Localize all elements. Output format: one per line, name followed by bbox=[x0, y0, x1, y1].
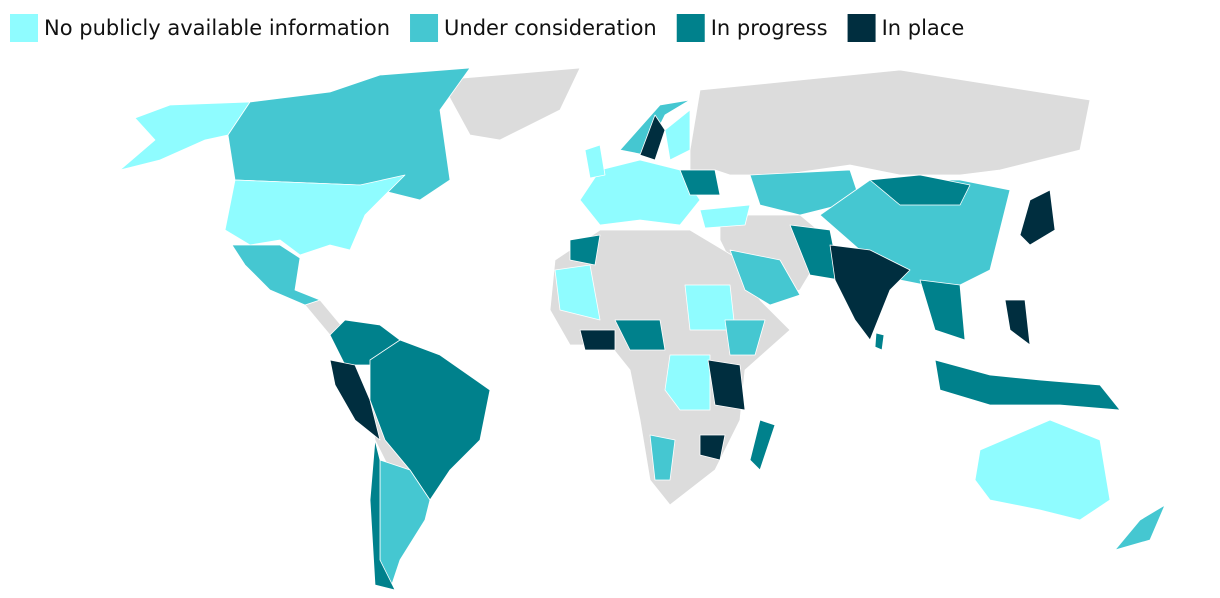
russia bbox=[689, 69, 1091, 176]
mexico bbox=[231, 244, 321, 306]
alaska bbox=[119, 101, 251, 171]
japan bbox=[1019, 189, 1056, 246]
legend-label: In place bbox=[882, 16, 965, 40]
legend-label: No publicly available information bbox=[44, 16, 390, 40]
peru bbox=[329, 359, 381, 441]
mali bbox=[554, 264, 601, 321]
zimbabwe bbox=[699, 434, 726, 461]
new-zealand bbox=[1114, 504, 1166, 551]
australia bbox=[974, 419, 1111, 521]
brazil bbox=[369, 339, 491, 501]
usa bbox=[224, 174, 406, 256]
madagascar bbox=[749, 419, 776, 471]
morocco bbox=[569, 234, 601, 266]
legend-swatch bbox=[410, 14, 439, 42]
dr-congo bbox=[664, 354, 711, 411]
namibia bbox=[649, 434, 676, 481]
southeast-asia bbox=[919, 279, 966, 341]
saudi-arabia bbox=[729, 249, 801, 306]
west-africa bbox=[579, 329, 616, 351]
tanzania bbox=[707, 359, 746, 411]
mongolia bbox=[869, 174, 971, 206]
legend-label: Under consideration bbox=[444, 16, 657, 40]
finland bbox=[664, 109, 691, 161]
western-europe bbox=[579, 159, 701, 226]
ukraine bbox=[679, 169, 721, 196]
turkey bbox=[699, 204, 751, 229]
chile bbox=[369, 439, 396, 591]
legend-swatch bbox=[10, 14, 38, 42]
indonesia bbox=[934, 359, 1121, 411]
map bbox=[119, 67, 1166, 591]
ethiopia bbox=[724, 319, 766, 356]
sri-lanka bbox=[874, 332, 885, 351]
kazakhstan bbox=[749, 169, 861, 216]
nigeria bbox=[614, 319, 666, 351]
india bbox=[829, 244, 911, 341]
uk bbox=[584, 144, 606, 179]
philippines bbox=[1004, 299, 1031, 346]
greenland bbox=[439, 67, 581, 141]
legend-swatch bbox=[676, 14, 705, 42]
legend-swatch bbox=[847, 14, 876, 42]
canada bbox=[227, 67, 471, 201]
legend-label: In progress bbox=[711, 16, 828, 40]
legend: No publicly available information Under c… bbox=[10, 14, 964, 42]
